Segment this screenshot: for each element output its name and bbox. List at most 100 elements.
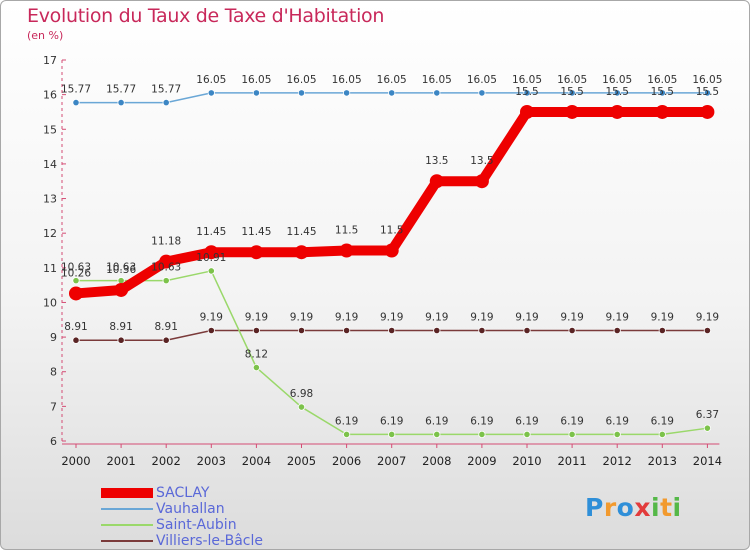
data-label-saint-aubin: 10.63 [106,262,136,274]
x-tick-label: 2013 [648,454,677,468]
x-tick-label: 2008 [422,454,451,468]
logo-letter: x [634,493,651,522]
logo-letter: i [651,493,661,522]
data-label-saint-aubin: 6.19 [560,415,583,427]
data-label-saclay: 11.5 [380,225,403,237]
data-label-villiers-le-bacle: 9.19 [560,312,583,324]
x-tick-label: 2002 [152,454,181,468]
logo-letter: o [616,493,635,522]
x-tick-label: 2004 [242,454,271,468]
data-point-saclay [384,243,399,258]
legend-item-saclay: SACLAY [101,485,263,501]
y-tick-label: 17 [43,54,57,67]
data-label-villiers-le-bacle: 9.19 [696,312,719,324]
legend-swatch [101,540,153,542]
data-label-saclay: 15.5 [560,86,583,98]
data-label-saint-aubin: 6.19 [470,415,493,427]
data-label-saint-aubin: 10.63 [151,262,181,274]
x-tick-label: 2007 [377,454,406,468]
data-label-saclay: 13.5 [470,155,493,167]
logo-letter: P [585,493,604,522]
data-label-saclay: 15.5 [696,86,719,98]
data-label-saclay: 11.45 [241,226,271,238]
data-label-saclay: 10.36 [106,264,136,276]
data-label-saint-aubin: 10.91 [196,252,226,264]
data-label-saclay: 11.5 [335,225,358,237]
data-point-saint-aubin [478,430,486,439]
data-point-vauhallan [478,89,486,97]
data-label-villiers-le-bacle: 9.19 [380,312,403,324]
data-point-villiers-le-bacle [613,326,621,335]
data-label-vauhallan: 16.05 [692,74,722,86]
data-point-villiers-le-bacle [297,326,306,335]
data-label-saclay: 11.45 [286,226,316,238]
data-point-vauhallan [658,89,666,97]
data-point-saclay [249,245,264,260]
x-tick-label: 2006 [332,454,361,468]
y-tick-label: 8 [50,366,57,379]
data-label-saint-aubin: 6.19 [606,415,629,427]
data-label-vauhallan: 16.05 [647,74,677,86]
data-point-vauhallan [523,89,531,97]
logo-letter: r [603,493,617,522]
data-point-vauhallan [162,99,170,107]
data-label-villiers-le-bacle: 9.19 [200,312,223,324]
data-point-saint-aubin [658,430,666,439]
x-tick-label: 2005 [287,454,316,468]
data-point-saint-aubin [162,277,170,285]
data-point-villiers-le-bacle [478,326,486,335]
data-point-saclay [339,243,354,258]
data-point-villiers-le-bacle [207,326,215,335]
data-point-vauhallan [568,89,576,97]
y-tick-label: 13 [43,193,57,206]
legend-swatch [101,488,153,498]
data-label-saclay: 13.5 [425,155,448,167]
legend: SACLAY Vauhallan Saint-Aubin Villiers-le-Bâ… [101,485,263,549]
data-point-saclay [474,174,489,189]
data-point-saclay [294,245,309,260]
logo-letter: i [672,493,682,522]
data-label-villiers-le-bacle: 8.91 [109,321,132,333]
data-label-vauhallan: 16.05 [286,74,316,86]
data-label-villiers-le-bacle: 9.19 [290,312,313,324]
data-label-villiers-le-bacle: 8.91 [155,321,178,333]
data-label-vauhallan: 16.05 [196,74,226,86]
data-point-saclay [69,286,83,301]
data-point-vauhallan [342,89,351,97]
data-label-saint-aubin: 6.19 [335,415,358,427]
data-point-vauhallan [388,89,396,97]
data-point-saclay [429,174,444,189]
data-point-villiers-le-bacle [162,336,170,344]
series-line-saint-aubin [75,270,709,436]
x-tick-label: 2001 [106,454,135,468]
data-point-villiers-le-bacle [342,326,351,335]
data-point-saclay [565,104,580,119]
data-point-vauhallan [72,99,80,107]
data-label-vauhallan: 15.77 [151,84,181,96]
data-point-villiers-le-bacle [568,326,576,335]
legend-label: Villiers-le-Bâcle [156,533,263,549]
data-label-villiers-le-bacle: 9.19 [245,312,268,324]
data-label-vauhallan: 15.77 [61,84,91,96]
data-point-saclay [655,104,670,119]
data-point-saclay [114,282,129,297]
data-point-vauhallan [433,89,441,97]
data-label-saint-aubin: 6.98 [290,388,313,400]
data-label-saclay: 15.5 [515,86,538,98]
data-label-villiers-le-bacle: 9.19 [515,312,538,324]
data-label-saint-aubin: 6.19 [651,415,674,427]
chart-title: Evolution du Taux de Taxe d'Habitation [27,5,385,27]
data-point-saint-aubin [568,430,576,439]
data-point-saint-aubin [342,430,351,439]
data-point-saint-aubin [523,430,531,439]
legend-label: SACLAY [156,485,210,501]
data-label-villiers-le-bacle: 9.19 [425,312,448,324]
data-point-saclay [700,104,715,119]
data-label-saclay: 10.26 [61,267,91,279]
data-label-saint-aubin: 6.37 [696,409,719,421]
x-tick-label: 2009 [467,454,496,468]
x-tick-label: 2012 [603,454,632,468]
data-point-villiers-le-bacle [388,326,396,335]
